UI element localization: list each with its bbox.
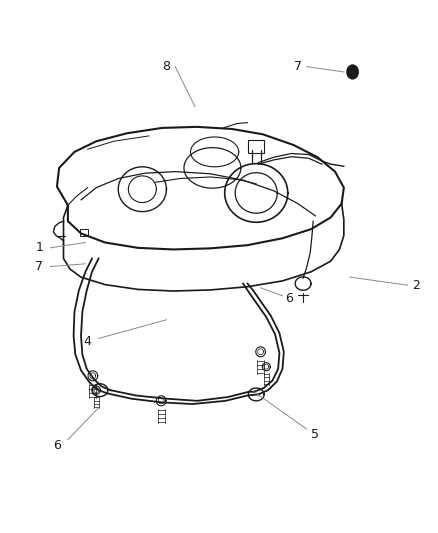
Text: 2: 2 — [412, 279, 420, 292]
Text: 6: 6 — [285, 292, 293, 305]
Text: 6: 6 — [53, 439, 61, 451]
Bar — [80, 229, 88, 236]
Text: 7: 7 — [35, 260, 43, 273]
Text: 8: 8 — [162, 60, 170, 73]
Bar — [248, 140, 264, 153]
Text: 1: 1 — [35, 241, 43, 254]
Text: 5: 5 — [311, 428, 319, 441]
Text: 4: 4 — [84, 335, 92, 348]
Circle shape — [347, 65, 358, 79]
Text: 7: 7 — [294, 60, 302, 73]
